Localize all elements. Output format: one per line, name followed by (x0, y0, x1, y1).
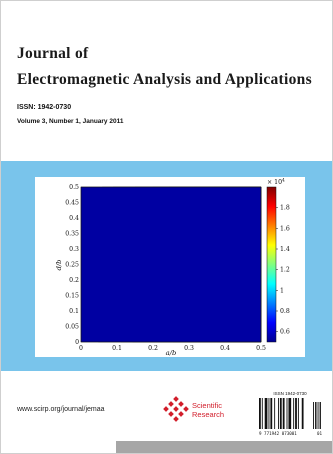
barcode-block: ISSN 1942-0730 9 771942 073001 01 (257, 391, 323, 441)
y-tick-label: 0.3 (69, 246, 79, 253)
y-tick-label: 0.25 (65, 262, 79, 269)
colorbar-ticks: 0.6 0.8 1 1.2 1.4 1.6 1.8 (276, 205, 290, 336)
journal-title-line2: Electromagnetic Analysis and Application… (17, 71, 312, 88)
colorbar-tick-label: 0.8 (280, 308, 290, 315)
y-tick-label: 0.05 (65, 324, 79, 331)
publisher-name-line2: Research (192, 410, 225, 419)
plot-frame (80, 186, 262, 343)
barcode-issn: ISSN 1942-0730 (273, 391, 307, 396)
colorbar-tick-label: 1.4 (280, 246, 290, 253)
y-axis-label: d/b (55, 260, 63, 271)
colorbar-tick-label: 0.6 (280, 329, 290, 336)
volume-issue-text: Volume 3, Number 1, January 2011 (17, 118, 124, 125)
publisher-name: Scientific Research (192, 401, 224, 419)
publisher-logo-icon (163, 396, 189, 422)
y-tick-label: 0.15 (65, 293, 79, 300)
x-tick-label: 0.4 (220, 345, 230, 352)
colorbar-tick-label: 1.6 (280, 225, 290, 232)
barcode-digits: 9 771942 073001 (259, 431, 297, 436)
colorbar (266, 186, 277, 343)
x-tick-label: 0.1 (112, 345, 122, 352)
y-axis: 0 0.05 0.1 0.15 0.2 0.25 0.3 0.35 0.4 0.45 0.5 (65, 184, 79, 346)
x-axis: 0 0.1 0.2 0.3 0.4 0.5 (79, 345, 266, 352)
publisher-name-line1: Scientific (192, 401, 223, 410)
heatmap-band (80, 186, 262, 343)
x-tick-label: 0.3 (184, 345, 194, 352)
y-tick-label: 0.45 (65, 200, 79, 207)
heatmap-figure: 0 0.1 0.2 0.3 0.4 0.5 00.050.10.150.20.250.30… (35, 177, 305, 357)
colorbar-multiplier: × 104 (267, 178, 285, 187)
y-tick-label: 0.5 (69, 184, 79, 191)
y-tick-label: 0.1 (69, 308, 79, 315)
colorbar-tick-label: 1 (280, 287, 284, 294)
colorbar-tick-label: 1.8 (280, 205, 290, 212)
barcode-icon: 9 771942 073001 01 (259, 398, 323, 436)
journal-title-line1: Journal of (17, 45, 89, 62)
x-axis-label: a/b (166, 349, 177, 357)
journal-title: Journal of Electromagnetic Analysis and … (17, 41, 312, 93)
colorbar-multiplier-base: × 10 (267, 179, 282, 186)
footer-bar (116, 441, 332, 453)
barcode-addon: 01 (317, 431, 323, 436)
colorbar-tick-label: 1.2 (280, 267, 290, 274)
issn-text: ISSN: 1942-0730 (17, 104, 72, 111)
plot-area (80, 186, 262, 343)
y-tick-label: 0.35 (65, 231, 79, 238)
x-tick-label: 0.2 (148, 345, 158, 352)
journal-url[interactable]: www.scirp.org/journal/jemaa (17, 406, 105, 413)
y-tick-label: 0 (75, 339, 79, 346)
x-tick-label: 0 (79, 345, 83, 352)
y-tick-label: 0.4 (69, 215, 79, 222)
colorbar-multiplier-exponent: 4 (282, 178, 285, 184)
x-tick-label: 0.5 (256, 345, 266, 352)
y-tick-label: 0.2 (69, 277, 79, 284)
